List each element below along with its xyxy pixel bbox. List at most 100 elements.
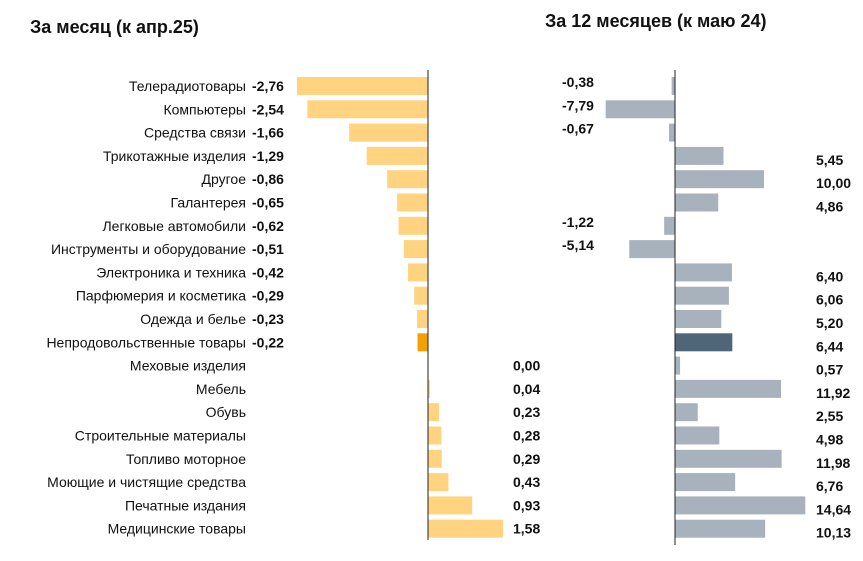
monthly-bar [397, 193, 428, 212]
yearly-bar [675, 496, 806, 515]
yearly-bar [675, 356, 681, 375]
monthly-value-label: -2,76 [252, 78, 284, 94]
yearly-value-label: 5,20 [816, 315, 843, 331]
category-label: Инструменты и оборудование [51, 241, 246, 257]
category-label: Другое [202, 171, 247, 187]
yearly-bar [675, 403, 698, 422]
category-label: Строительные материалы [75, 428, 246, 444]
monthly-bar [366, 146, 428, 165]
monthly-bar [307, 100, 428, 119]
category-label: Моющие и чистящие средства [47, 474, 246, 490]
category-label: Средства связи [144, 125, 246, 141]
yearly-bar [671, 77, 675, 95]
category-label: Легковые автомобили [102, 218, 246, 234]
yearly-value-label: -5,14 [562, 237, 594, 253]
monthly-value-label: 0,28 [513, 428, 540, 444]
monthly-bar [417, 310, 428, 328]
monthly-bar [408, 263, 428, 282]
monthly-value-label: 0,29 [513, 451, 540, 467]
monthly-value-label: 0,04 [513, 381, 540, 397]
category-label: Парфюмерия и косметика [76, 288, 246, 304]
category-label: Галантерея [171, 195, 246, 211]
category-label: Одежда и белье [140, 311, 246, 327]
monthly-bar [387, 170, 428, 189]
category-label: Меховые изделия [130, 358, 246, 374]
yearly-value-label: 10,00 [816, 175, 851, 191]
yearly-bar [664, 216, 675, 235]
monthly-value-label: -1,29 [252, 148, 284, 164]
yearly-value-label: 10,13 [816, 525, 851, 541]
yearly-bar [675, 286, 729, 305]
yearly-value-label: 14,64 [816, 501, 851, 517]
yearly-bar [675, 170, 764, 189]
category-label: Электроника и техника [96, 264, 246, 280]
yearly-value-label: 6,44 [816, 338, 843, 354]
monthly-bar [428, 473, 449, 492]
monthly-bar [428, 379, 430, 398]
monthly-value-label: 0,93 [513, 497, 540, 513]
monthly-value-label: -0,51 [252, 241, 284, 257]
monthly-value-label: -0,42 [252, 264, 284, 280]
yearly-bar [675, 473, 736, 492]
yearly-value-label: 4,86 [816, 199, 843, 215]
monthly-value-label: 0,00 [513, 358, 540, 374]
yearly-bar [675, 333, 733, 352]
monthly-bar [296, 77, 428, 95]
category-label: Трикотажные изделия [103, 148, 246, 164]
monthly-bar [398, 216, 428, 235]
yearly-bar [629, 240, 675, 259]
yearly-value-label: 6,06 [816, 292, 843, 308]
category-label: Медицинские товары [108, 521, 246, 537]
yearly-bar [675, 310, 722, 328]
monthly-value-label: -0,22 [252, 334, 284, 350]
monthly-value-label: -1,66 [252, 125, 284, 141]
yearly-value-label: 6,40 [816, 268, 843, 284]
monthly-value-label: -0,29 [252, 288, 284, 304]
yearly-bar [675, 519, 766, 538]
monthly-value-label: 0,23 [513, 404, 540, 420]
yearly-value-label: -1,22 [562, 214, 594, 230]
yearly-bar [675, 379, 782, 398]
yearly-bar [669, 123, 675, 142]
category-label: Телерадиотовары [129, 78, 246, 94]
yearly-value-label: -0,67 [562, 121, 594, 137]
chart-title-monthly: За месяц (к апр.25) [30, 17, 199, 37]
yearly-bar [675, 193, 719, 212]
monthly-bar [428, 403, 439, 422]
monthly-value-label: -2,54 [252, 101, 284, 117]
yearly-value-label: 11,92 [816, 385, 850, 401]
monthly-bar [428, 449, 442, 468]
category-label: Печатные издания [125, 497, 246, 513]
category-label: Мебель [196, 381, 246, 397]
yearly-bar [675, 146, 724, 165]
chart-title-yearly: За 12 месяцев (к маю 24) [545, 11, 767, 31]
monthly-bar [428, 496, 473, 515]
yearly-bar [675, 263, 732, 282]
monthly-bar [428, 426, 442, 445]
yearly-value-label: 4,98 [816, 432, 843, 448]
monthly-bar [414, 286, 428, 305]
monthly-bar [349, 123, 428, 142]
monthly-value-label: -0,86 [252, 171, 284, 187]
monthly-value-label: -0,65 [252, 195, 284, 211]
monthly-value-label: -0,23 [252, 311, 284, 327]
yearly-value-label: 6,76 [816, 478, 843, 494]
yearly-bars-group: -0,38 -7,79 -0,67 5,45 10,00 4,86 -1,22 -5,14 6,… [562, 74, 851, 541]
category-label: Непродовольственные товары [46, 334, 246, 350]
yearly-value-label: 2,55 [816, 408, 843, 424]
monthly-bar [417, 333, 428, 352]
monthly-bars-group: Телерадиотовары -2,76 Компьютеры -2,54 Средс… [46, 77, 540, 538]
category-label: Обувь [206, 404, 246, 420]
yearly-value-label: 5,45 [816, 152, 843, 168]
monthly-value-label: 0,43 [513, 474, 540, 490]
category-label: Компьютеры [163, 101, 246, 117]
yearly-value-label: -0,38 [562, 74, 594, 90]
monthly-bar [403, 240, 428, 259]
monthly-bar [428, 519, 504, 538]
yearly-value-label: 0,57 [816, 362, 843, 378]
monthly-value-label: 1,58 [513, 521, 540, 537]
yearly-bar [675, 449, 782, 468]
yearly-value-label: 11,98 [816, 455, 850, 471]
yearly-bar [675, 426, 720, 445]
